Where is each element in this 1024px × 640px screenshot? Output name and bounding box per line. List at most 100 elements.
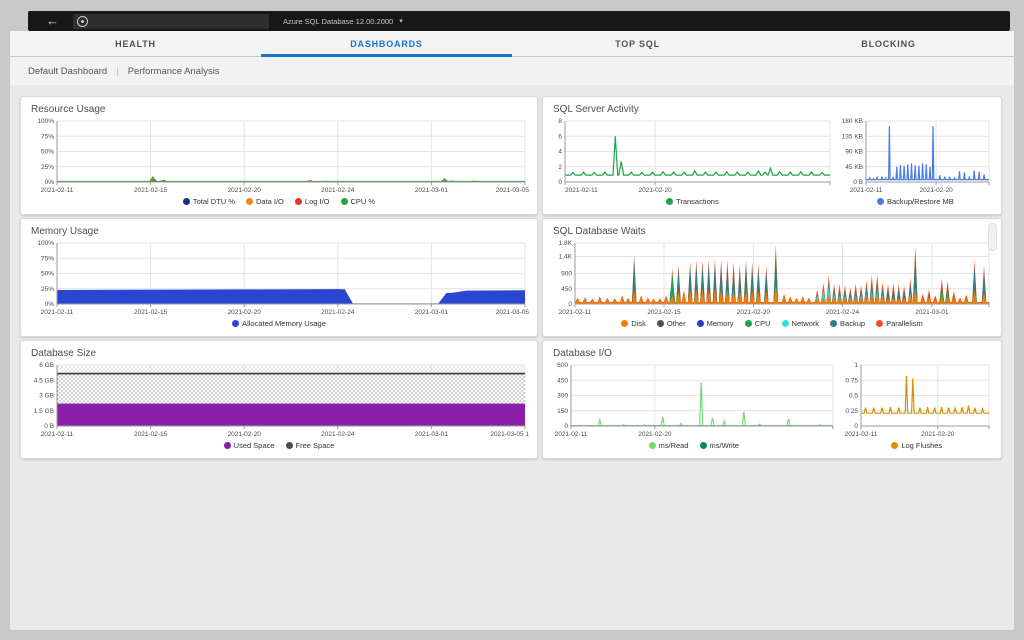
breadcrumb-separator: | — [116, 65, 119, 77]
svg-text:50%: 50% — [41, 149, 54, 156]
legend-item: Allocated Memory Usage — [232, 319, 326, 328]
chevron-down-icon: ▾ — [399, 18, 403, 25]
svg-text:2021-03-01: 2021-03-01 — [915, 309, 949, 316]
read-write-chart[interactable]: 0 150 300 450 600 2021-02-11 2021-02-20 ms/Read… — [549, 360, 839, 453]
tab-dashboards[interactable]: DASHBOARDS — [261, 31, 512, 57]
svg-text:0: 0 — [558, 179, 562, 186]
svg-text:1.8K: 1.8K — [559, 240, 573, 247]
svg-text:0: 0 — [564, 423, 568, 430]
chart-legend: Disk Other Memory CPU Network Backup Paralleli… — [549, 316, 995, 331]
legend-item: Log I/O — [294, 197, 330, 206]
legend-item: CPU % — [340, 197, 375, 206]
memory-usage-chart[interactable]: 0% 25% 50% 75% 100% 2021-02-11 2021-02-15 2021-… — [27, 238, 531, 331]
svg-text:100%: 100% — [37, 118, 54, 125]
svg-text:6: 6 — [558, 133, 562, 140]
database-selector-value: Azure SQL Database 12.00.2000 — [283, 16, 394, 26]
svg-text:2021-02-20: 2021-02-20 — [638, 431, 672, 438]
panel-scrollbar[interactable] — [988, 223, 997, 251]
svg-text:2021-02-24: 2021-02-24 — [321, 309, 355, 316]
legend-item: Used Space — [223, 441, 275, 450]
svg-text:2021-02-11: 2021-02-11 — [844, 431, 877, 438]
legend-item: Log Flushes — [891, 441, 942, 450]
svg-text:2021-03-05 1: 2021-03-05 1 — [490, 431, 529, 438]
tab-top-sql[interactable]: TOP SQL — [615, 38, 660, 49]
svg-text:2021-02-15: 2021-02-15 — [647, 309, 681, 316]
svg-text:2021-02-24: 2021-02-24 — [321, 431, 355, 438]
legend-item: Transactions — [666, 197, 719, 206]
svg-text:0 B: 0 B — [44, 423, 54, 430]
legend-item: ms/Read — [648, 441, 689, 450]
svg-text:0.5: 0.5 — [848, 393, 857, 400]
svg-text:3 GB: 3 GB — [39, 393, 54, 400]
svg-text:600: 600 — [557, 362, 568, 369]
panel-title: Resource Usage — [31, 104, 106, 115]
legend-item: Parallelism — [876, 319, 923, 328]
svg-text:2021-02-11: 2021-02-11 — [565, 187, 598, 194]
svg-text:2021-02-15: 2021-02-15 — [134, 187, 168, 194]
svg-text:2021-02-24: 2021-02-24 — [826, 309, 860, 316]
database-io-panel: Database I/O 0 150 300 450 600 2021-02-11 2021… — [542, 340, 1002, 459]
svg-text:2021-02-20: 2021-02-20 — [638, 187, 672, 194]
legend-item: Other — [656, 319, 686, 328]
legend-item: Backup — [830, 319, 865, 328]
svg-text:1: 1 — [854, 362, 858, 369]
svg-text:2021-02-24: 2021-02-24 — [321, 187, 355, 194]
legend-item: Data I/O — [245, 197, 284, 206]
svg-text:2: 2 — [558, 164, 562, 171]
svg-text:100%: 100% — [37, 240, 54, 247]
resource-usage-panel: Resource Usage 0% 25% 50% 75% 100% 2021-02-11… — [20, 96, 538, 215]
legend-item: Backup/Restore MB — [877, 197, 954, 206]
panel-title: Database Size — [31, 348, 97, 359]
target-search-field[interactable] — [73, 13, 269, 29]
svg-text:2021-02-20: 2021-02-20 — [228, 431, 262, 438]
svg-text:25%: 25% — [41, 164, 54, 171]
app-window: HEALTH DASHBOARDS TOP SQL BLOCKING Defau… — [10, 31, 1014, 630]
back-button[interactable]: ← — [46, 13, 59, 28]
chart-legend: Used Space Free Space — [27, 438, 531, 453]
svg-text:0%: 0% — [45, 179, 55, 186]
database-size-chart[interactable]: 0 B 1.5 GB 3 GB 4.5 GB 6 GB 2021-02-11 2021-02… — [27, 360, 531, 453]
svg-text:450: 450 — [561, 286, 572, 293]
search-input[interactable] — [88, 13, 262, 29]
chart-legend: Transactions — [549, 194, 836, 209]
svg-text:90 KB: 90 KB — [845, 149, 863, 156]
svg-text:2021-02-11: 2021-02-11 — [559, 309, 592, 316]
legend-item: ms/Write — [699, 441, 739, 450]
transactions-chart[interactable]: 0 2 4 6 8 2021-02-11 2021-02-20 Transactions — [549, 116, 836, 209]
legend-item: Free Space — [285, 441, 334, 450]
svg-text:2021-03-01: 2021-03-01 — [415, 431, 449, 438]
database-waits-chart[interactable]: 0 450 900 1.4K 1.8K 2021-02-11 2021-02-15 2021-… — [549, 238, 995, 331]
svg-text:2021-02-15: 2021-02-15 — [134, 431, 168, 438]
log-flushes-chart[interactable]: 0 0.25 0.5 0.75 1 2021-02-11 2021-02-20 Log Flu… — [839, 360, 995, 453]
svg-text:2021-02-11: 2021-02-11 — [41, 187, 74, 194]
legend-item: Disk — [621, 319, 646, 328]
svg-text:4: 4 — [558, 149, 562, 156]
database-selector[interactable]: Azure SQL Database 12.00.2000 ▾ — [277, 12, 409, 30]
svg-text:8: 8 — [558, 118, 562, 125]
backup-restore-chart[interactable]: 0 B 45 KB 90 KB 135 KB 180 KB 2021-02-11 2021-… — [836, 116, 995, 209]
resource-usage-chart[interactable]: 0% 25% 50% 75% 100% 2021-02-11 2021-02-15 2021-… — [27, 116, 531, 209]
chart-legend: Allocated Memory Usage — [27, 316, 531, 331]
svg-text:900: 900 — [561, 271, 572, 278]
svg-text:2021-03-05: 2021-03-05 — [496, 187, 530, 194]
panel-title: Database I/O — [553, 348, 612, 359]
svg-text:2021-02-20: 2021-02-20 — [228, 309, 262, 316]
database-size-panel: Database Size 0 B 1.5 GB 3 GB 4.5 GB 6 GB 202… — [20, 340, 538, 459]
tab-health[interactable]: HEALTH — [115, 38, 156, 49]
svg-text:2021-02-15: 2021-02-15 — [134, 309, 168, 316]
breadcrumb-view[interactable]: Performance Analysis — [127, 65, 220, 77]
chart-legend: Backup/Restore MB — [836, 194, 995, 209]
sql-server-activity-panel: SQL Server Activity 0 2 4 6 8 2021-02-11 2021-… — [542, 96, 1002, 215]
legend-item: CPU — [744, 319, 771, 328]
svg-text:2021-03-01: 2021-03-01 — [415, 309, 449, 316]
chart-legend: ms/Read ms/Write — [549, 438, 839, 453]
svg-text:2021-02-11: 2021-02-11 — [41, 309, 74, 316]
memory-usage-panel: Memory Usage 0% 25% 50% 75% 100% 2021-02-11 20… — [20, 218, 538, 337]
tab-blocking[interactable]: BLOCKING — [861, 38, 916, 49]
breadcrumb-dashboard[interactable]: Default Dashboard — [28, 65, 108, 77]
svg-text:0: 0 — [568, 301, 572, 308]
svg-text:2021-02-20: 2021-02-20 — [737, 309, 771, 316]
svg-text:2021-02-11: 2021-02-11 — [555, 431, 588, 438]
dashboard-grid: Resource Usage 0% 25% 50% 75% 100% 2021-02-11… — [10, 85, 1014, 630]
chart-legend: Total DTU % Data I/O Log I/O CPU % — [27, 194, 531, 209]
